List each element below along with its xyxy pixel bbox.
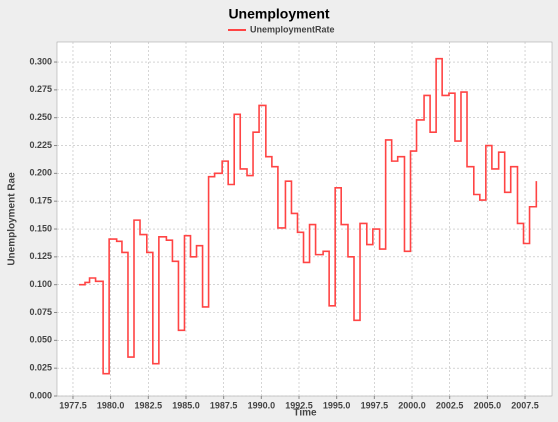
y-tick-label: 0.250 (29, 112, 52, 122)
y-tick-label: 0.150 (29, 223, 52, 233)
x-tick-label: 2000.0 (398, 400, 426, 410)
y-tick-label: 0.025 (29, 363, 52, 373)
chart-title: Unemployment (228, 6, 329, 22)
y-tick-label: 0.275 (29, 84, 52, 94)
legend-label: UnemploymentRate (250, 24, 335, 34)
y-tick-label: 0.075 (29, 307, 52, 317)
x-tick-label: 1987.5 (210, 400, 238, 410)
x-tick-label: 1980.0 (97, 400, 125, 410)
y-tick-label: 0.050 (29, 335, 52, 345)
x-tick-label: 2007.5 (511, 400, 539, 410)
y-tick-label: 0.100 (29, 279, 52, 289)
x-tick-label: 2005.0 (474, 400, 502, 410)
y-tick-label: 0.300 (29, 56, 52, 66)
y-tick-label: 0.200 (29, 168, 52, 178)
plot-area (56, 41, 553, 397)
x-tick-label: 1985.0 (172, 400, 200, 410)
x-tick-label: 1990.0 (248, 400, 276, 410)
x-tick-label: 1995.0 (323, 400, 351, 410)
x-tick-label: 1977.5 (59, 400, 87, 410)
y-tick-label: 0.175 (29, 196, 52, 206)
series-line (79, 57, 538, 375)
x-tick-label: 2002.5 (436, 400, 464, 410)
y-tick-label: 0.225 (29, 140, 52, 150)
y-tick-label: 0.000 (29, 390, 52, 400)
y-axis-label: Unemployment Rae (7, 172, 18, 266)
x-axis-label: Time (293, 408, 317, 419)
x-tick-label: 1997.5 (361, 400, 389, 410)
y-tick-label: 0.125 (29, 251, 52, 261)
x-tick-label: 1992.5 (285, 400, 313, 410)
x-tick-label: 1982.5 (135, 400, 163, 410)
